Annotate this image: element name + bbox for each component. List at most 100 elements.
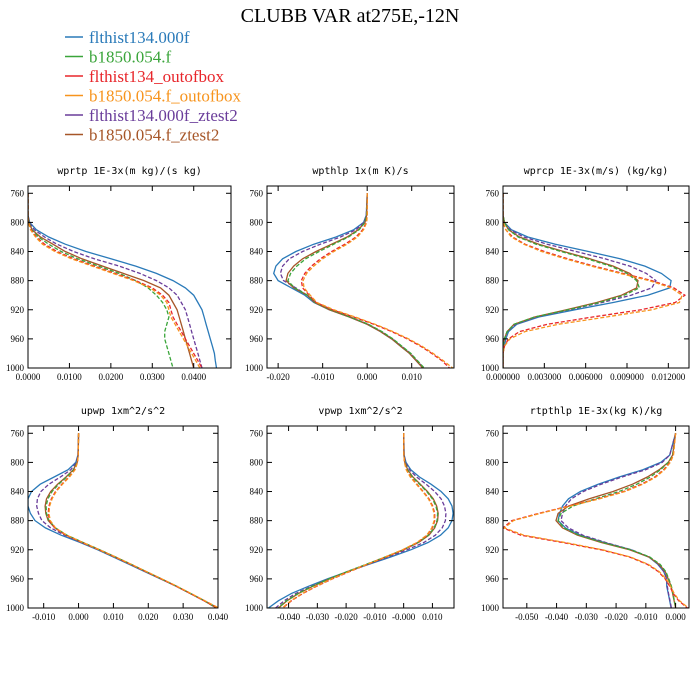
- panel-0: wprtp 1E-3x(m kg)/(s kg) 760 800 840 880 920 9…: [6, 166, 232, 382]
- ytick-label-2-2: 840: [486, 247, 500, 257]
- plot-frame-1: [266, 185, 455, 369]
- series-group-1: [272, 193, 454, 368]
- xtick-label-2-1: 0.003000: [527, 372, 561, 382]
- ytick-label-0-3: 880: [11, 276, 25, 286]
- series-line-3-2: [44, 433, 217, 608]
- ytick-label-0-5: 960: [11, 334, 25, 344]
- xtick-label-3-0: -0.010: [32, 612, 56, 622]
- ytick-label-4-5: 960: [250, 574, 264, 584]
- xtick-label-3-2: 0.010: [103, 612, 124, 622]
- ytick-label-1-2: 840: [250, 247, 264, 257]
- series-line-5-2: [555, 433, 677, 608]
- ytick-label-1-0: 760: [250, 188, 264, 198]
- series-line-1-3: [287, 193, 425, 368]
- series-line-3-5: [48, 433, 218, 608]
- series-line-4-1: [275, 433, 447, 608]
- series-line-1-0: [272, 193, 424, 368]
- series-line-3-0: [28, 433, 218, 608]
- xtick-label-5-5: 0.000: [665, 612, 686, 622]
- ytick-label-1-1: 800: [250, 217, 264, 227]
- series-line-1-5: [302, 193, 454, 368]
- panel-title-1: wpthlp 1x(m K)/s: [312, 166, 408, 177]
- panel-title-0: wprtp 1E-3x(m kg)/(s kg): [57, 166, 202, 177]
- series-line-5-3: [557, 433, 677, 608]
- series-line-5-4: [503, 433, 688, 608]
- xtick-label-5-2: -0.030: [575, 612, 599, 622]
- legend-label-2: flthist134_outofbox: [89, 67, 225, 86]
- xtick-label-2-2: 0.006000: [569, 372, 603, 382]
- plot-frame-3: [27, 425, 219, 609]
- ytick-label-0-6: 1000: [6, 363, 25, 373]
- series-line-4-0: [268, 433, 454, 608]
- xtick-label-3-5: 0.040: [208, 612, 229, 622]
- ytick-label-5-2: 840: [486, 487, 500, 497]
- plot-frame-5: [502, 425, 690, 609]
- series-line-0-2: [28, 193, 195, 368]
- series-line-1-4: [300, 193, 450, 368]
- legend-label-5: b1850.054.f_ztest2: [89, 126, 219, 145]
- ytick-label-5-3: 880: [486, 516, 500, 526]
- legend-label-4: flthist134.000f_ztest2: [89, 106, 238, 125]
- series-line-3-4: [47, 433, 218, 608]
- ytick-label-4-6: 1000: [245, 603, 264, 613]
- ytick-label-2-0: 760: [486, 188, 500, 198]
- series-group-3: [28, 433, 218, 608]
- xtick-label-2-3: 0.009000: [610, 372, 644, 382]
- ytick-label-0-1: 800: [11, 217, 25, 227]
- ytick-label-3-2: 840: [11, 487, 25, 497]
- ytick-label-2-3: 880: [486, 276, 500, 286]
- series-group-2: [503, 193, 687, 368]
- xtick-label-0-2: 0.0200: [98, 372, 123, 382]
- xtick-label-5-1: -0.040: [545, 612, 569, 622]
- xtick-label-1-3: 0.010: [402, 372, 423, 382]
- ytick-label-4-4: 920: [250, 545, 264, 555]
- series-line-5-5: [503, 433, 689, 608]
- legend-label-3: b1850.054.f_outofbox: [89, 87, 242, 106]
- xtick-label-4-0: -0.040: [277, 612, 301, 622]
- series-line-1-2: [285, 193, 424, 368]
- ytick-label-2-4: 920: [486, 305, 500, 315]
- legend: flthist134.000fb1850.054.fflthist134_out…: [65, 28, 242, 145]
- ytick-label-5-0: 760: [486, 428, 500, 438]
- series-line-2-0: [503, 193, 672, 368]
- ytick-label-0-0: 760: [11, 188, 25, 198]
- xtick-label-5-3: -0.020: [604, 612, 628, 622]
- series-group-0: [28, 193, 218, 368]
- series-line-2-5: [503, 193, 683, 368]
- xtick-label-4-5: 0.010: [422, 612, 443, 622]
- ytick-label-5-4: 920: [486, 545, 500, 555]
- ytick-label-1-6: 1000: [245, 363, 264, 373]
- ytick-label-4-2: 840: [250, 487, 264, 497]
- series-line-0-1: [28, 193, 203, 368]
- xtick-label-4-4: -0.000: [392, 612, 416, 622]
- panel-title-2: wprcp 1E-3x(m/s) (kg/kg): [524, 166, 669, 177]
- xtick-label-2-0: 0.000000: [486, 372, 520, 382]
- series-line-1-1: [279, 193, 425, 368]
- series-line-2-4: [503, 193, 687, 368]
- series-line-0-4: [28, 193, 203, 368]
- series-line-2-1: [503, 193, 657, 368]
- ytick-label-5-6: 1000: [481, 603, 500, 613]
- xtick-label-5-0: -0.050: [515, 612, 539, 622]
- ytick-label-3-5: 960: [11, 574, 25, 584]
- series-line-3-3: [45, 433, 218, 608]
- series-group-5: [503, 433, 689, 608]
- legend-label-1: b1850.054.f: [89, 48, 172, 67]
- xtick-label-0-3: 0.0300: [140, 372, 165, 382]
- xtick-label-1-0: -0.020: [267, 372, 291, 382]
- plot-frame-2: [502, 185, 690, 369]
- ytick-label-5-5: 960: [486, 574, 500, 584]
- ytick-label-3-3: 880: [11, 516, 25, 526]
- ytick-label-3-6: 1000: [6, 603, 25, 613]
- panel-3: upwp 1xm^2/s^2 760 800 840 880 920 960 1000 -0.0…: [6, 406, 229, 622]
- panel-title-5: rtpthlp 1E-3x(kg K)/kg: [530, 406, 662, 417]
- ytick-label-3-0: 760: [11, 428, 25, 438]
- series-line-4-4: [282, 433, 436, 608]
- series-line-3-1: [36, 433, 217, 608]
- xtick-label-0-1: 0.0100: [57, 372, 82, 382]
- ytick-label-0-4: 920: [11, 305, 25, 315]
- ytick-label-3-1: 800: [11, 457, 25, 467]
- ytick-label-2-1: 800: [486, 217, 500, 227]
- series-line-4-2: [278, 433, 439, 608]
- ytick-label-3-4: 920: [11, 545, 25, 555]
